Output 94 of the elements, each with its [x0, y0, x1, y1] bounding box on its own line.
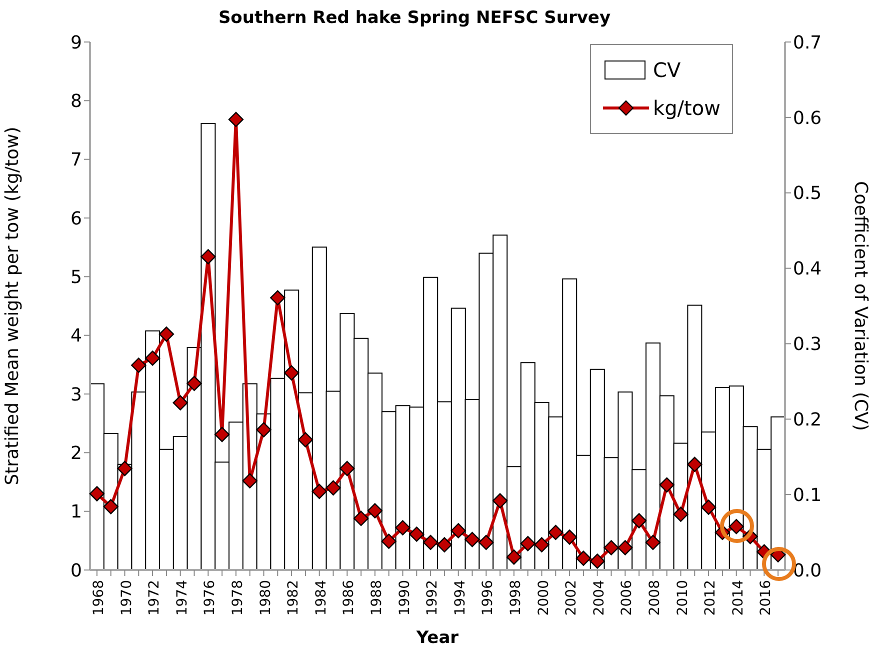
- point: [353, 510, 369, 526]
- point: [520, 536, 536, 552]
- point: [89, 486, 105, 502]
- point: [464, 532, 480, 548]
- x-tick-label: 2006: [619, 580, 636, 616]
- point: [659, 477, 674, 493]
- x-tick-label: 1984: [313, 580, 330, 616]
- x-tick-label: 2000: [536, 580, 552, 616]
- point: [645, 534, 661, 550]
- point: [478, 534, 494, 550]
- y-tick-label: 7: [70, 150, 82, 171]
- x-tick-label: 1980: [258, 580, 274, 616]
- point: [673, 506, 688, 522]
- x-tick-label: 2012: [702, 580, 719, 616]
- x-tick-label: 1986: [341, 580, 358, 616]
- x-tick-label: 1988: [368, 580, 385, 616]
- point: [228, 112, 244, 128]
- point: [618, 540, 633, 556]
- point: [242, 473, 258, 488]
- legend-label: CV: [653, 58, 681, 82]
- point: [576, 550, 592, 566]
- y2-tick-label: 0.6: [793, 108, 822, 129]
- y-tick-label: 6: [70, 208, 82, 230]
- x-tick-label: 1998: [508, 580, 524, 616]
- point: [186, 376, 202, 392]
- x-tick-label: 1972: [146, 580, 163, 616]
- point: [298, 432, 314, 448]
- point: [422, 534, 438, 550]
- point: [326, 480, 341, 496]
- y2-tick-label: 0.7: [793, 32, 822, 54]
- x-tick-label: 1992: [424, 580, 441, 616]
- y2-axis-title: Coefficient of Variation (CV): [850, 181, 869, 431]
- x-tick-label: 1970: [118, 580, 135, 616]
- legend-label: kg/tow: [653, 96, 720, 120]
- x-tick-label: 1974: [174, 580, 190, 616]
- point: [436, 537, 452, 552]
- y-tick-label: 5: [70, 267, 82, 288]
- x-tick-label: 2008: [646, 580, 663, 616]
- point: [381, 534, 396, 549]
- point: [158, 326, 174, 342]
- point: [103, 499, 118, 514]
- chart-title: Southern Red hake Spring NEFSC Survey: [217, 8, 612, 28]
- y-tick-label: 9: [70, 32, 82, 54]
- point: [687, 456, 702, 472]
- y2-tick-label: 0.4: [793, 258, 822, 280]
- point: [590, 554, 605, 569]
- y-tick-label: 3: [70, 384, 82, 406]
- x-tick-label: 1982: [286, 580, 302, 616]
- x-tick-label: 2002: [564, 580, 580, 616]
- x-tick-label: 2004: [591, 580, 608, 616]
- point: [700, 500, 716, 515]
- y2-tick-label: 0.1: [793, 484, 822, 506]
- point: [604, 540, 619, 556]
- x-tick-label: 1996: [480, 580, 496, 616]
- point: [409, 526, 424, 542]
- point: [450, 523, 466, 538]
- x-tick-label: 2010: [674, 580, 691, 616]
- y-tick-label: 1: [70, 502, 82, 523]
- y-axis-title: Stratified Mean weight per tow (kg/tow): [2, 126, 23, 486]
- x-tick-label: 1976: [202, 580, 218, 616]
- y2-tick-label: 0.5: [793, 183, 822, 204]
- x-tick-label: 1968: [90, 580, 107, 616]
- point: [562, 530, 578, 545]
- point: [117, 460, 132, 476]
- point: [492, 493, 508, 508]
- point: [367, 503, 383, 518]
- point: [144, 350, 160, 366]
- x-tick-label: 1990: [396, 580, 413, 616]
- y-tick-label: 2: [70, 443, 82, 464]
- point: [548, 524, 564, 540]
- point: [172, 395, 188, 410]
- x-tick-label: 1994: [452, 580, 468, 616]
- y2-tick-label: 0.2: [793, 410, 822, 431]
- point: [214, 426, 230, 442]
- y2-tick-label: 0.3: [793, 334, 822, 356]
- point: [200, 249, 216, 264]
- x-tick-label: 1978: [230, 580, 246, 616]
- point: [284, 365, 300, 380]
- x-tick-label: 2016: [758, 580, 774, 616]
- y-tick-label: 8: [70, 91, 82, 112]
- point: [256, 422, 272, 438]
- point: [631, 513, 647, 528]
- y-tick-label: 4: [70, 326, 82, 347]
- point: [506, 549, 522, 565]
- point: [131, 358, 146, 373]
- point: [534, 537, 550, 552]
- point: [395, 520, 410, 536]
- x-axis-title: Year: [415, 628, 460, 648]
- x-tick-label: 2014: [730, 580, 746, 616]
- point: [270, 290, 286, 306]
- y2-tick-label: 0.0: [793, 560, 822, 582]
- point: [312, 484, 327, 499]
- point: [340, 460, 355, 476]
- y-tick-label: 0: [70, 560, 82, 582]
